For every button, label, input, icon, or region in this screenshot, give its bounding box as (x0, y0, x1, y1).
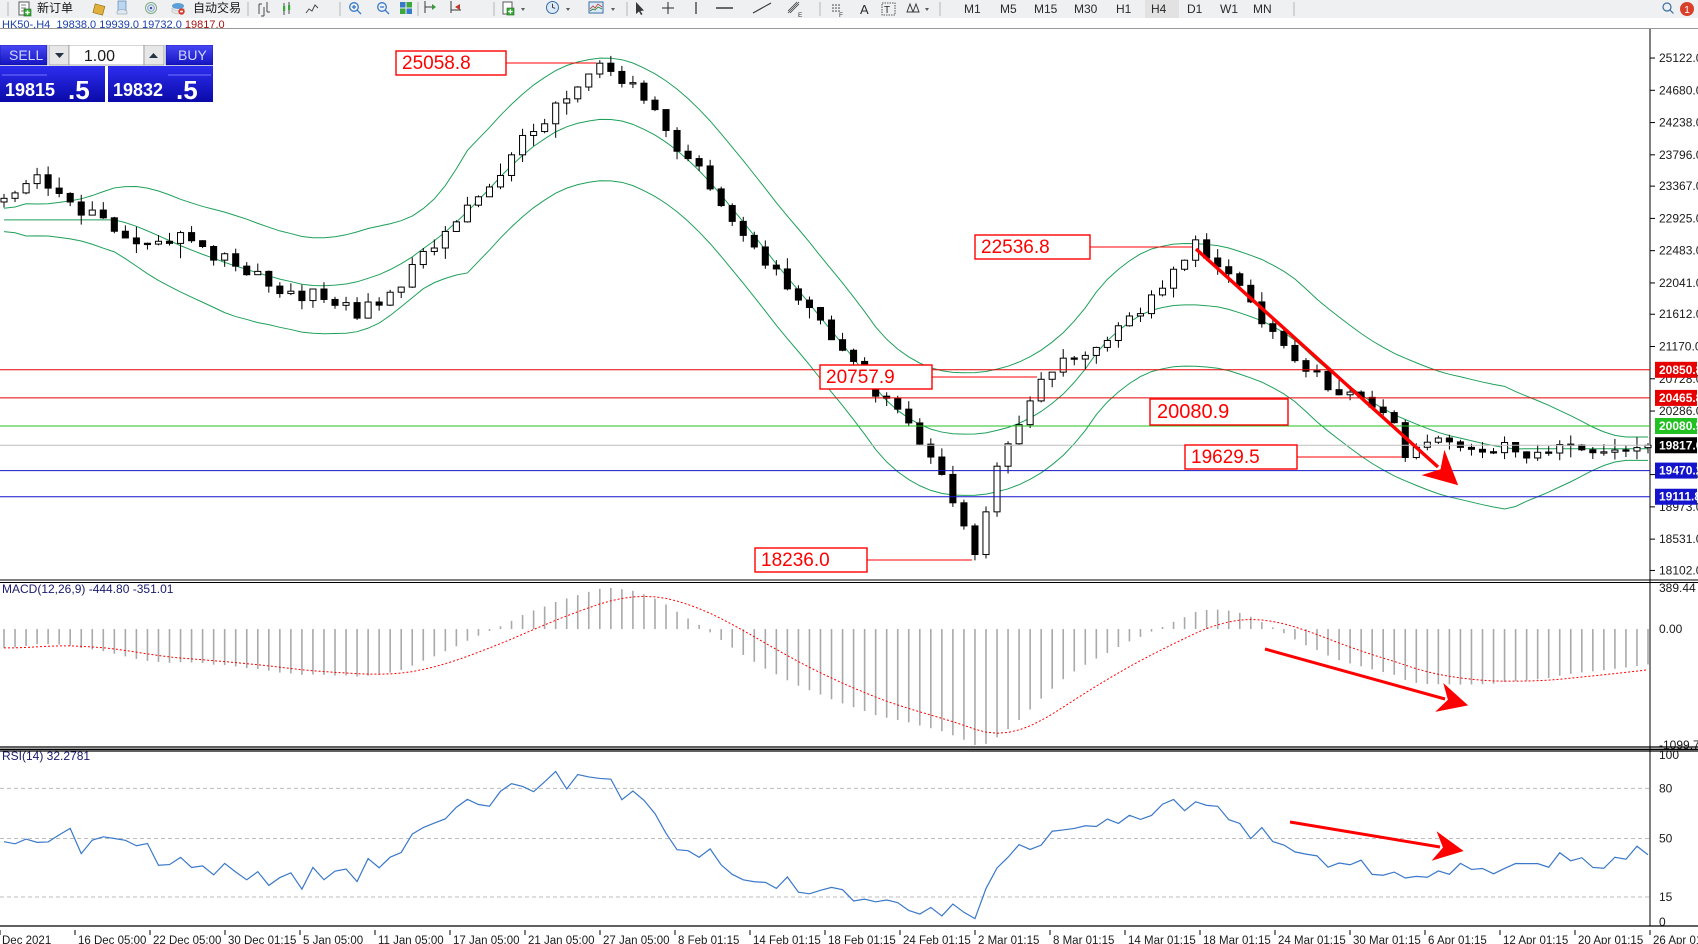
svg-text:27 Jan 05:00: 27 Jan 05:00 (603, 935, 670, 944)
svg-text:M30: M30 (1074, 2, 1098, 16)
svg-text:15: 15 (1659, 890, 1673, 904)
svg-text:T: T (884, 5, 890, 16)
svg-text:MN: MN (1253, 2, 1272, 16)
svg-text:21 Jan 05:00: 21 Jan 05:00 (528, 935, 595, 944)
svg-text:MACD(12,26,9) -444.80 -351.01: MACD(12,26,9) -444.80 -351.01 (2, 582, 174, 596)
svg-text:A: A (860, 2, 869, 17)
svg-text:8 Feb 01:15: 8 Feb 01:15 (678, 935, 739, 944)
svg-text:22536.8: 22536.8 (981, 237, 1050, 258)
svg-text:18 Mar 01:15: 18 Mar 01:15 (1203, 935, 1271, 944)
svg-text:30 Dec 01:15: 30 Dec 01:15 (228, 935, 296, 944)
svg-text:18102.0: 18102.0 (1659, 563, 1698, 577)
svg-text:18 Feb 01:15: 18 Feb 01:15 (828, 935, 896, 944)
svg-text:22041.0: 22041.0 (1659, 276, 1698, 290)
svg-text:25058.8: 25058.8 (402, 53, 471, 74)
svg-text:24 Mar 01:15: 24 Mar 01:15 (1278, 935, 1346, 944)
svg-text:21170.0: 21170.0 (1659, 340, 1698, 354)
svg-text:1: 1 (1684, 5, 1690, 16)
svg-text:5 Jan 05:00: 5 Jan 05:00 (303, 935, 363, 944)
svg-text:20757.9: 20757.9 (826, 367, 895, 388)
svg-text:23796.0: 23796.0 (1659, 148, 1698, 162)
svg-text:H4: H4 (1151, 2, 1167, 16)
svg-text:30 Mar 01:15: 30 Mar 01:15 (1353, 935, 1421, 944)
svg-text:17 Jan 05:00: 17 Jan 05:00 (453, 935, 520, 944)
svg-text:20465.8: 20465.8 (1659, 391, 1698, 405)
svg-text:24238.0: 24238.0 (1659, 116, 1698, 130)
svg-text:SELL: SELL (9, 47, 43, 63)
svg-text:16 Dec 05:00: 16 Dec 05:00 (78, 935, 146, 944)
svg-text:14 Mar 01:15: 14 Mar 01:15 (1128, 935, 1196, 944)
svg-text:M5: M5 (1000, 2, 1017, 16)
svg-text:19629.5: 19629.5 (1191, 447, 1260, 468)
svg-text:2 Mar 01:15: 2 Mar 01:15 (978, 935, 1039, 944)
svg-text:23367.0: 23367.0 (1659, 179, 1698, 193)
svg-text:1.00: 1.00 (84, 48, 115, 65)
svg-text:50: 50 (1659, 832, 1673, 846)
svg-text:11 Jan 05:00: 11 Jan 05:00 (378, 935, 444, 944)
svg-text:26 Apr 01:15: 26 Apr 01:15 (1653, 935, 1698, 944)
svg-text:20286.0: 20286.0 (1659, 404, 1698, 418)
svg-text:24680.0: 24680.0 (1659, 83, 1698, 97)
svg-text:0: 0 (1659, 915, 1666, 929)
svg-text:BUY: BUY (178, 47, 207, 63)
svg-text:.5: .5 (176, 75, 198, 102)
svg-text:14 Feb 01:15: 14 Feb 01:15 (753, 935, 821, 944)
svg-text:0.00: 0.00 (1659, 622, 1683, 636)
svg-text:12 Apr 01:15: 12 Apr 01:15 (1503, 935, 1568, 944)
svg-text:21612.0: 21612.0 (1659, 307, 1698, 321)
svg-text:18236.0: 18236.0 (761, 550, 830, 571)
svg-text:20850.8: 20850.8 (1659, 363, 1698, 377)
svg-text:M1: M1 (964, 2, 981, 16)
svg-text:D1: D1 (1187, 2, 1203, 16)
svg-text:18531.0: 18531.0 (1659, 532, 1698, 546)
svg-text:24 Feb 01:15: 24 Feb 01:15 (903, 935, 971, 944)
svg-text:M15: M15 (1034, 2, 1058, 16)
svg-text:W1: W1 (1220, 2, 1238, 16)
svg-text:19470.2: 19470.2 (1659, 464, 1698, 478)
svg-text:389.44: 389.44 (1659, 581, 1696, 595)
svg-text:H1: H1 (1116, 2, 1132, 16)
svg-text:8 Mar 01:15: 8 Mar 01:15 (1053, 935, 1114, 944)
svg-text:25122.0: 25122.0 (1659, 51, 1698, 65)
svg-text:20080.9: 20080.9 (1157, 401, 1229, 423)
svg-text:19111.8: 19111.8 (1659, 490, 1698, 504)
svg-text:80: 80 (1659, 781, 1673, 795)
svg-text:19815: 19815 (5, 80, 55, 100)
svg-text:22 Dec 05:00: 22 Dec 05:00 (153, 935, 221, 944)
svg-text:20 Apr 01:15: 20 Apr 01:15 (1578, 935, 1643, 944)
svg-text:自动交易: 自动交易 (193, 0, 241, 15)
svg-text:22925.0: 22925.0 (1659, 211, 1698, 225)
svg-text:100: 100 (1659, 748, 1679, 762)
svg-text:6 Apr 01:15: 6 Apr 01:15 (1428, 935, 1487, 944)
svg-text:22483.0: 22483.0 (1659, 244, 1698, 258)
svg-text:.5: .5 (68, 75, 90, 102)
svg-text:19832: 19832 (113, 80, 163, 100)
svg-text:新订单: 新订单 (37, 0, 73, 15)
svg-text:20080.9: 20080.9 (1659, 419, 1698, 433)
svg-text:19817.0: 19817.0 (1659, 438, 1698, 452)
svg-text:Dec 2021: Dec 2021 (2, 935, 51, 944)
